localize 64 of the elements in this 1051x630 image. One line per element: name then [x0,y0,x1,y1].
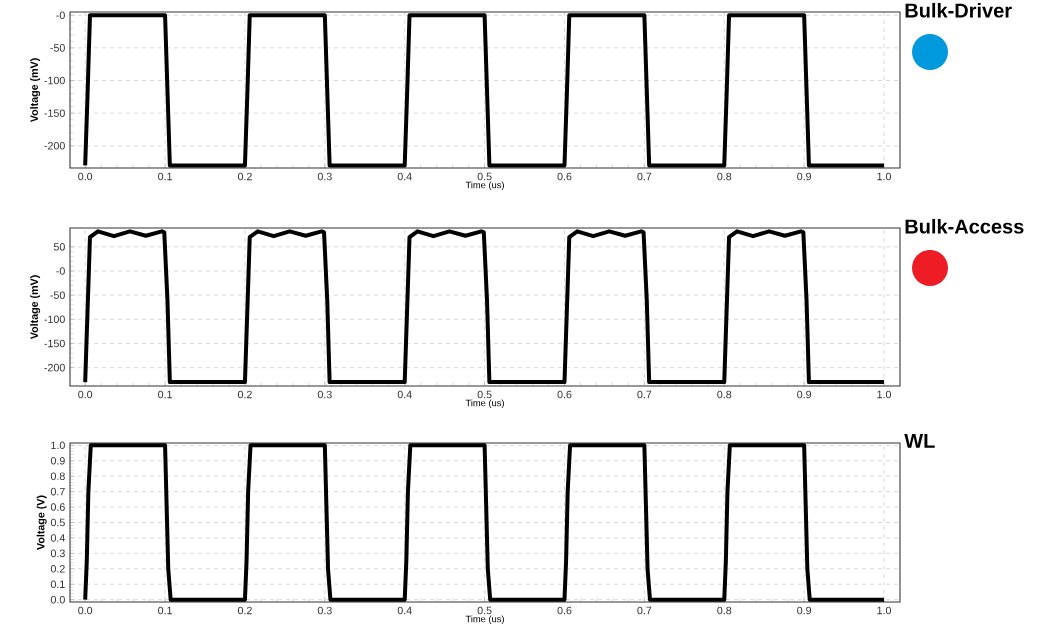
x-tick-label: 0.7 [637,606,652,615]
x-tick-label: 0.2 [237,606,252,615]
y-tick-label: 1.0 [51,441,65,450]
y-tick-label: -0 [56,267,65,275]
y-tick-label: 0.6 [50,503,65,511]
x-tick-label: 0.6 [557,172,572,181]
x-tick-label: 0.3 [317,606,332,615]
x-tick-label: 0.8 [717,606,732,615]
x-tick-label: 1.0 [877,390,892,399]
x-tick-label: 0.7 [637,390,652,399]
x-tick-label: 0.1 [158,172,172,181]
x-tick-label: 0.1 [158,606,172,615]
x-tick-label: 0.9 [797,606,812,615]
y-tick-label: 0.7 [50,487,65,496]
x-tick-label: 0.6 [557,606,572,615]
x-tick-label: 0.0 [78,390,93,399]
x-tick-label: 0.4 [397,390,412,399]
x-tick-label: 1.0 [877,606,892,615]
x-tick-label: 0.9 [797,390,812,399]
y-tick-label: -100 [44,315,65,324]
x-tick-label: 0.3 [317,172,332,181]
y-axis-title: Voltage (mV) [30,58,41,123]
x-tick-label: 0.7 [637,172,652,181]
x-tick-label: 0.9 [797,172,812,181]
x-tick-label: 0.6 [557,390,572,399]
y-tick-label: -150 [44,339,65,348]
y-tick-label: -50 [50,291,65,299]
x-tick-label: 0.2 [237,172,252,181]
x-axis-title: Time (us) [465,615,504,625]
y-tick-label: -200 [44,142,65,150]
y-tick-label: 0.2 [50,565,65,573]
text: Bulk-Driver [905,2,1012,18]
y-tick-label: 0.5 [50,518,65,527]
y-tick-label: -0 [56,11,65,20]
y-tick-label: -50 [50,44,65,52]
x-tick-label: 0.5 [477,172,492,181]
x-tick-label: 1.0 [877,172,892,181]
y-tick-label: 0.8 [50,472,65,480]
y-tick-label: 0.4 [50,534,65,542]
chart-title: WL [904,433,935,448]
y-tick-label: -200 [44,363,65,372]
y-tick-label: 0.3 [50,549,65,558]
y-tick-label: 50 [53,243,65,251]
y-axis-title: Voltage (mV) [30,275,41,340]
y-tick-label: 0.0 [50,595,65,604]
y-tick-label: 0.9 [50,456,65,465]
x-tick-label: 0.4 [397,172,412,181]
y-axis-title: Voltage (V) [36,495,47,550]
y-tick-label: 0.1 [50,580,65,589]
x-tick-label: 0.3 [317,390,332,399]
y-tick-label: -150 [44,109,65,117]
x-tick-label: 0.5 [477,390,492,399]
x-tick-label: 0.4 [397,606,412,615]
x-tick-label: 0.5 [477,606,492,615]
text: Bulk-Access [905,218,1024,234]
y-tick-label: -100 [44,76,65,85]
x-axis-title: Time (us) [465,399,504,409]
x-tick-label: 0.2 [237,390,252,399]
x-tick-label: 0.0 [78,606,93,615]
x-tick-label: 0.8 [717,172,732,181]
x-tick-label: 0.0 [78,172,93,181]
x-axis-title: Time (us) [465,181,504,191]
x-tick-label: 0.1 [158,390,172,399]
x-tick-label: 0.8 [717,390,732,399]
